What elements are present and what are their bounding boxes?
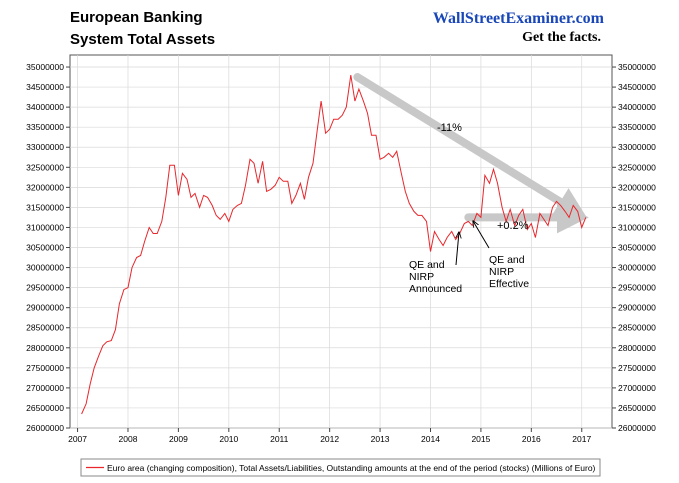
y-tick-label-right: 32500000 bbox=[618, 162, 656, 172]
x-axis: 2007 2008 2009 2010 2011 2012 2013 2014 2015 2016… bbox=[68, 428, 591, 444]
x-tick-label: 2009 bbox=[169, 434, 188, 444]
y-tick-label-left: 29000000 bbox=[26, 303, 64, 313]
y-tick-label-left: 27000000 bbox=[26, 383, 64, 393]
qe-announced-line3: Announced bbox=[409, 283, 462, 295]
y-tick-label-right: 28000000 bbox=[618, 343, 656, 353]
y-tick-label-right: 33500000 bbox=[618, 122, 656, 132]
legend-label: Euro area (changing composition), Total … bbox=[107, 463, 596, 473]
qe-announced-line1: QE and bbox=[409, 259, 445, 271]
qe-announced-line2: NIRP bbox=[409, 271, 434, 283]
y-tick-label-right: 32000000 bbox=[618, 182, 656, 192]
y-tick-label-right: 26000000 bbox=[618, 423, 656, 433]
y-tick-label-right: 33000000 bbox=[618, 142, 656, 152]
y-tick-label-right: 30500000 bbox=[618, 243, 656, 253]
y-tick-label-left: 26500000 bbox=[26, 403, 64, 413]
y-tick-label-left: 34000000 bbox=[26, 102, 64, 112]
y-tick-label-right: 30000000 bbox=[618, 263, 656, 273]
y-tick-label-left: 28000000 bbox=[26, 343, 64, 353]
y-tick-label-left: 32000000 bbox=[26, 182, 64, 192]
x-tick-label: 2017 bbox=[572, 434, 591, 444]
brand-tagline: Get the facts. bbox=[522, 30, 601, 45]
y-tick-label-right: 31500000 bbox=[618, 202, 656, 212]
y-tick-label-left: 33500000 bbox=[26, 122, 64, 132]
qe-announced-pointer bbox=[456, 232, 459, 266]
y-tick-label-left: 31000000 bbox=[26, 222, 64, 232]
y-tick-label-left: 30000000 bbox=[26, 263, 64, 273]
chart-title-line1: European Banking bbox=[70, 9, 203, 26]
y-tick-label-left: 26000000 bbox=[26, 423, 64, 433]
x-tick-label: 2014 bbox=[421, 434, 440, 444]
y-tick-label-left: 27500000 bbox=[26, 363, 64, 373]
qe-effective-line1: QE and bbox=[489, 254, 525, 266]
x-tick-label: 2015 bbox=[471, 434, 490, 444]
legend: Euro area (changing composition), Total … bbox=[80, 458, 601, 477]
qe-effective-line3: Effective bbox=[489, 278, 529, 290]
plot-area bbox=[69, 54, 613, 429]
y-tick-label-left: 34500000 bbox=[26, 82, 64, 92]
x-tick-label: 2016 bbox=[522, 434, 541, 444]
x-tick-label: 2013 bbox=[371, 434, 390, 444]
y-tick-label-right: 31000000 bbox=[618, 222, 656, 232]
y-tick-label-right: 34500000 bbox=[618, 82, 656, 92]
y-tick-label-left: 32500000 bbox=[26, 162, 64, 172]
y-tick-label-right: 29500000 bbox=[618, 283, 656, 293]
brand-logo-text[interactable]: WallStreetExaminer.com bbox=[432, 10, 604, 27]
legend-box bbox=[80, 458, 601, 477]
x-tick-label: 2012 bbox=[320, 434, 339, 444]
x-tick-label: 2010 bbox=[219, 434, 238, 444]
y-axis-right: 26000000 26500000 27000000 27500000 28000000… bbox=[612, 62, 656, 433]
y-tick-label-right: 26500000 bbox=[618, 403, 656, 413]
chart-title-line2: System Total Assets bbox=[70, 31, 216, 48]
pct-change-flat-label: +0.2% bbox=[497, 220, 529, 232]
y-tick-label-left: 29500000 bbox=[26, 283, 64, 293]
y-tick-label-right: 34000000 bbox=[618, 102, 656, 112]
y-tick-label-left: 28500000 bbox=[26, 323, 64, 333]
qe-effective-line2: NIRP bbox=[489, 266, 514, 278]
x-tick-label: 2008 bbox=[119, 434, 138, 444]
y-tick-label-right: 35000000 bbox=[618, 62, 656, 72]
downtrend-arrow bbox=[353, 73, 588, 219]
y-tick-label-right: 27500000 bbox=[618, 363, 656, 373]
x-tick-label: 2011 bbox=[270, 434, 289, 444]
series-line-total-assets bbox=[81, 75, 587, 415]
grid-lines bbox=[70, 55, 612, 429]
y-tick-label-left: 35000000 bbox=[26, 62, 64, 72]
y-tick-label-right: 28500000 bbox=[618, 323, 656, 333]
y-tick-label-left: 31500000 bbox=[26, 202, 64, 212]
y-tick-label-right: 27000000 bbox=[618, 383, 656, 393]
y-tick-label-left: 33000000 bbox=[26, 142, 64, 152]
qe-effective-pointer bbox=[473, 221, 490, 249]
y-tick-label-right: 29000000 bbox=[618, 303, 656, 313]
y-tick-label-left: 30500000 bbox=[26, 243, 64, 253]
y-axis-left: 26000000 26500000 27000000 27500000 28000000… bbox=[26, 62, 70, 433]
pct-change-down-label: -11% bbox=[437, 122, 462, 134]
x-tick-label: 2007 bbox=[68, 434, 87, 444]
